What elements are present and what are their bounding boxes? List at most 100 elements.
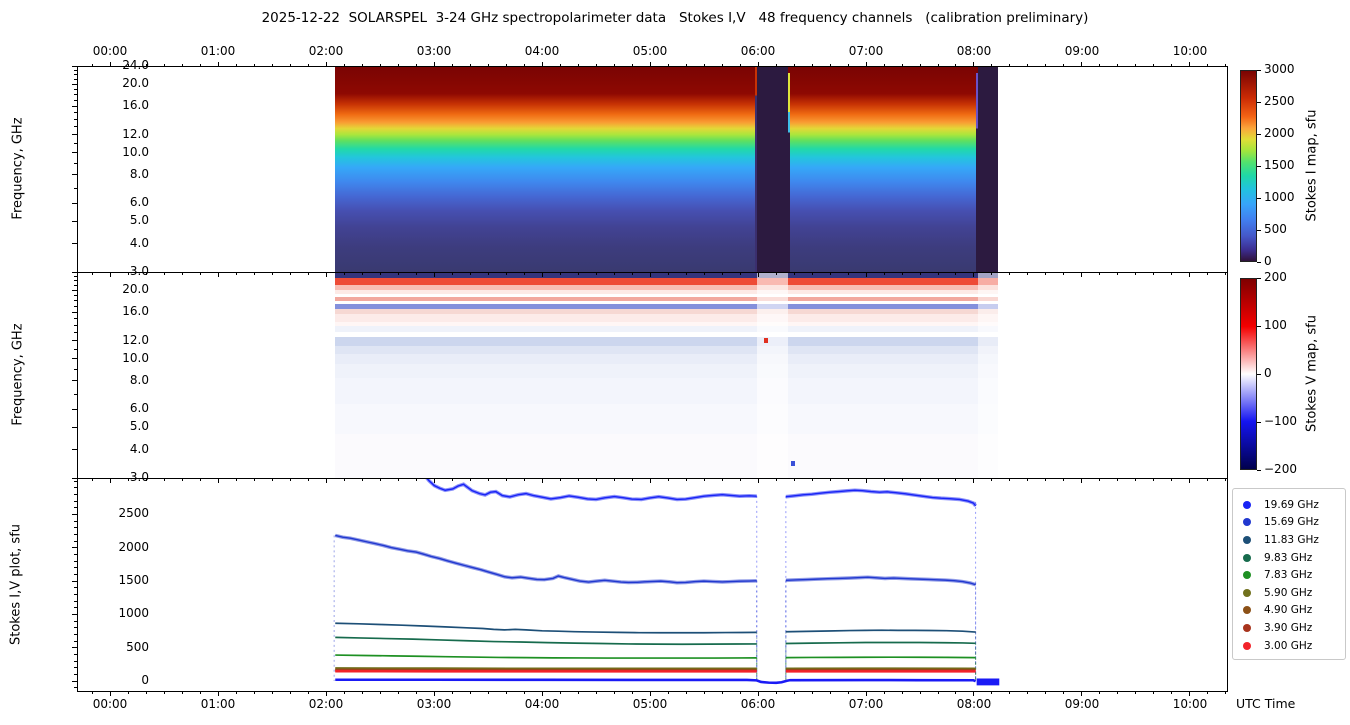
freq-tick-label: 8.0 [129,166,149,181]
colorbar-tick [1257,373,1261,375]
major-tick [649,478,651,483]
minor-tick [145,63,147,66]
v-map-stripe [334,434,998,478]
minor-tick [361,63,363,66]
minor-tick [74,93,77,95]
x-axis-label: UTC Time [1236,696,1296,711]
stokes-iv-line-panel [77,478,1228,692]
minor-tick [1135,691,1137,694]
colorbar-tick-label: 200 [1264,270,1287,284]
minor-tick [1045,272,1047,275]
minor-tick [883,63,885,66]
minor-tick [361,272,363,275]
time-tick-label: 05:00 [632,697,668,711]
major-tick [71,83,77,85]
minor-tick [703,63,705,66]
major-tick [649,691,651,696]
stokes-v-colorbar-label: Stokes V map, sfu [1304,314,1320,433]
minor-tick [523,272,525,275]
minor-tick [74,487,77,489]
minor-tick [415,691,417,694]
minor-tick [631,691,633,694]
series-v-19-69-ghz [335,678,977,685]
minor-tick [361,691,363,694]
minor-tick [74,500,77,502]
minor-tick [685,63,687,66]
minor-tick [343,272,345,275]
minor-tick [883,272,885,275]
minor-tick [1207,478,1209,481]
minor-tick [145,691,147,694]
line-plot-svg [333,479,1000,686]
major-tick [217,691,219,696]
minor-tick [271,272,273,275]
minor-tick [1153,478,1155,481]
minor-tick [199,691,201,694]
minor-tick [469,272,471,275]
time-tick-label: 09:00 [1064,697,1100,711]
legend-label: 11.83 GHz [1264,533,1319,546]
major-tick [973,691,975,696]
minor-tick [74,368,77,370]
legend-marker-dot [1243,588,1251,597]
minor-tick [74,587,77,589]
legend-label: 3.00 GHz [1264,639,1313,652]
v-map-stripe [334,309,998,314]
minor-tick [451,691,453,694]
minor-tick [775,478,777,481]
minor-tick [415,478,417,481]
minor-tick [685,691,687,694]
minor-tick [1099,272,1101,275]
minor-tick [1009,691,1011,694]
freq-tick-label: 3.0 [129,264,149,278]
legend-row: 15.69 GHz [1243,514,1339,532]
minor-tick [721,691,723,694]
minor-tick [955,63,957,66]
major-tick [71,202,77,204]
minor-tick [703,478,705,481]
minor-tick [74,540,77,542]
major-tick [541,272,543,277]
minor-tick [1171,272,1173,275]
series-i-9-83-ghz [335,636,757,646]
major-tick [71,243,77,244]
v-map-spot [791,461,796,466]
minor-tick [829,63,831,66]
minor-tick [595,272,597,275]
major-tick [325,478,327,483]
minor-tick [793,691,795,694]
minor-tick [721,63,723,66]
minor-tick [577,478,579,481]
minor-tick [1063,478,1065,481]
legend-marker-dot [1243,518,1251,527]
minor-tick [235,63,237,66]
major-tick [757,272,759,277]
major-tick [433,691,435,696]
major-tick [71,134,77,136]
minor-tick [74,527,77,529]
minor-tick [1135,63,1137,66]
minor-tick [577,63,579,66]
minor-tick [613,272,615,275]
minor-tick [829,272,831,275]
minor-tick [415,63,417,66]
minor-tick [253,478,255,481]
minor-tick [343,478,345,481]
minor-tick [451,478,453,481]
data-gap-band [757,67,788,272]
minor-tick [1117,272,1119,275]
minor-tick [74,348,77,350]
v-map-stripe [334,290,998,294]
minor-tick [775,272,777,275]
minor-tick [74,318,77,320]
minor-tick [919,691,921,694]
flux-tick-label: 2500 [118,506,149,521]
figure-title: 2025-12-22 SOLARSPEL 3-24 GHz spectropol… [261,10,1089,26]
colorbar-tick-label: 3000 [1264,62,1295,76]
legend-marker-dot [1243,500,1251,509]
minor-tick [253,63,255,66]
major-tick [71,340,77,342]
major-tick [541,478,543,483]
minor-tick [74,187,77,189]
stokes-i-spectrogram [334,67,998,272]
